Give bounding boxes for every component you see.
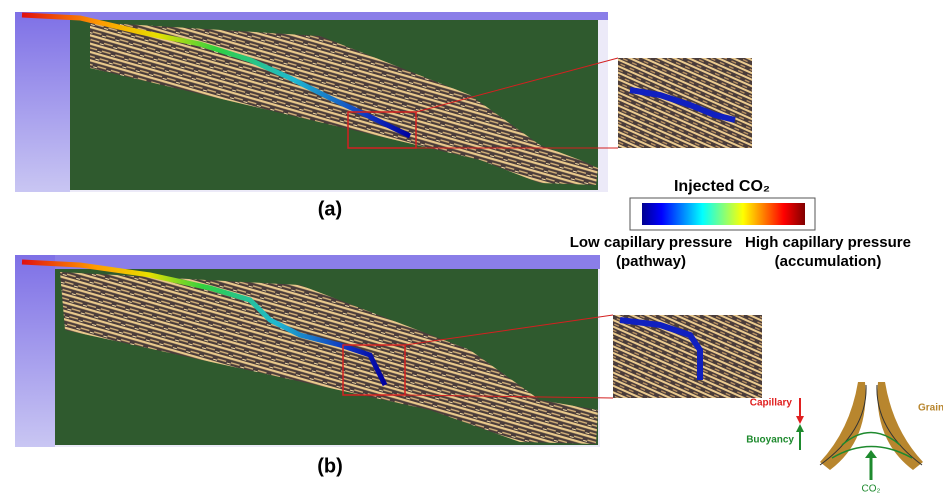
capillary-label: Capillary — [750, 398, 793, 409]
panel-label: (b) — [317, 455, 343, 477]
grain-label: Grain — [918, 403, 943, 414]
left-boundary — [15, 12, 70, 192]
low-note: (pathway) — [616, 253, 686, 270]
panel-a: (a) — [15, 12, 752, 220]
colorbar-title: Injected CO₂ — [674, 178, 770, 195]
colorbar: Injected CO₂ Low capillary pressure (pat… — [570, 178, 911, 270]
zoom-inset — [613, 315, 762, 398]
figure: (a) (b) Injected CO₂ Low capillary press… — [0, 0, 943, 498]
co2-label: CO₂ — [862, 484, 881, 495]
panel-b: (b) — [15, 255, 762, 477]
pore-schematic: Capillary Buoyancy Grain CO₂ — [746, 378, 943, 496]
left-boundary — [15, 255, 55, 447]
buoyancy-label: Buoyancy — [746, 435, 794, 446]
high-label: High capillary pressure — [745, 234, 911, 251]
sky — [15, 12, 608, 20]
high-note: (accumulation) — [775, 253, 882, 270]
panel-label: (a) — [318, 198, 342, 220]
colorbar-gradient — [642, 203, 805, 225]
low-label: Low capillary pressure — [570, 234, 733, 251]
